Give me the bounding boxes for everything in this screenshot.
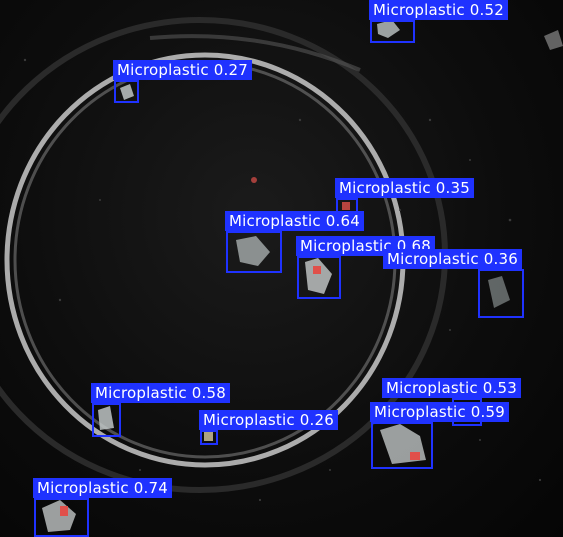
- detection-box: Microplastic 0.74: [33, 478, 172, 537]
- detection-label: Microplastic 0.64: [225, 211, 364, 231]
- detection-label: Microplastic 0.26: [199, 410, 338, 430]
- detection-label: Microplastic 0.27: [113, 60, 252, 80]
- detection-label: Microplastic 0.59: [370, 402, 509, 422]
- detection-label: Microplastic 0.52: [369, 0, 508, 20]
- detection-label: Microplastic 0.35: [335, 178, 474, 198]
- bounding-box: [226, 231, 282, 273]
- detection-box: Microplastic 0.58: [91, 383, 230, 437]
- detection-label: Microplastic 0.74: [33, 478, 172, 498]
- detection-box: Microplastic 0.27: [113, 60, 252, 103]
- detection-label: Microplastic 0.58: [91, 383, 230, 403]
- detection-box: Microplastic 0.68: [296, 236, 435, 299]
- bounding-box: [200, 430, 218, 445]
- bounding-box: [92, 403, 121, 437]
- bounding-box: [370, 20, 415, 43]
- bounding-box: [371, 422, 433, 469]
- glass-reflection: [149, 34, 361, 72]
- detection-box: Microplastic 0.59: [370, 402, 509, 469]
- detection-box: Microplastic 0.53: [382, 378, 521, 426]
- dish-rim: [4, 52, 406, 468]
- bounding-box: [34, 498, 89, 537]
- detection-box: Microplastic 0.36: [383, 249, 524, 318]
- bounding-box: [297, 256, 341, 299]
- detection-box: Microplastic 0.64: [225, 211, 364, 273]
- bounding-box: [478, 269, 524, 318]
- bounding-box: [114, 80, 139, 103]
- detection-label: Microplastic 0.36: [383, 249, 522, 269]
- detection-box: Microplastic 0.52: [369, 0, 508, 43]
- detection-label: Microplastic 0.53: [382, 378, 521, 398]
- detection-box: Microplastic 0.26: [199, 410, 338, 445]
